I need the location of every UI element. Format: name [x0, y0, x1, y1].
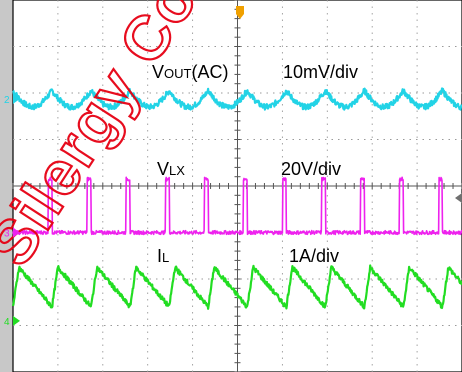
- trace-l: [11, 264, 462, 310]
- trace-labels: VOUT(AC) 10mV/div VLX 20V/div IL 1A/div: [152, 62, 358, 266]
- channel-markers: 2 3 4: [4, 93, 20, 328]
- ground-reference-icon: [455, 193, 462, 203]
- channel-marker-3: [13, 227, 20, 238]
- trace-label: IL: [157, 246, 169, 266]
- channel-marker-4: [13, 315, 20, 326]
- traces: [11, 87, 462, 310]
- left-gutter: [0, 0, 13, 372]
- channel-number: 4: [4, 317, 10, 328]
- trigger-position-icon: [236, 6, 244, 19]
- trace-label: VLX: [157, 159, 185, 179]
- trace-out: [12, 87, 462, 111]
- channel-number: 2: [4, 95, 10, 106]
- channel-number: 3: [4, 229, 10, 240]
- trace-label: VOUT(AC): [152, 62, 228, 82]
- scale-label: 1A/div: [289, 246, 339, 266]
- scale-label: 10mV/div: [283, 62, 358, 82]
- channel-marker-2: [13, 93, 20, 104]
- trace-lx: [12, 176, 462, 236]
- scale-label: 20V/div: [281, 159, 341, 179]
